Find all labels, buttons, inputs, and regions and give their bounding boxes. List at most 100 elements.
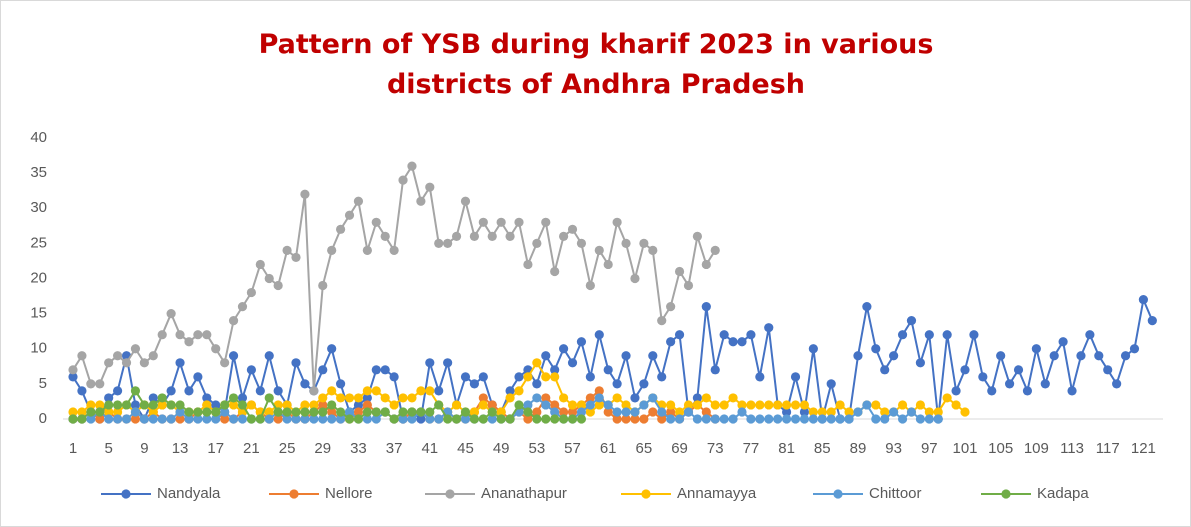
data-point: [523, 414, 533, 424]
data-point: [264, 393, 274, 403]
data-point: [264, 351, 274, 361]
data-point: [1067, 386, 1077, 396]
data-point: [166, 400, 176, 410]
data-point: [398, 393, 408, 403]
data-point: [86, 414, 96, 424]
data-point: [211, 400, 221, 410]
data-point: [790, 372, 801, 382]
data-point: [220, 400, 230, 410]
x-tick-label: 65: [636, 440, 653, 457]
data-point: [692, 400, 703, 410]
y-tick-label: 35: [30, 164, 47, 181]
data-point: [255, 259, 265, 270]
legend-label: Nellore: [325, 485, 373, 502]
data-point: [130, 407, 141, 417]
data-point: [505, 414, 515, 424]
data-point: [273, 280, 283, 291]
data-point: [871, 344, 881, 354]
data-point: [844, 414, 854, 424]
legend-marker: [445, 489, 455, 499]
data-point: [362, 245, 372, 255]
data-point: [523, 400, 533, 410]
data-point: [380, 365, 390, 375]
data-point: [621, 414, 631, 424]
data-point: [434, 414, 444, 424]
data-point: [121, 358, 132, 368]
data-point: [559, 407, 569, 417]
data-point: [77, 351, 87, 361]
data-point: [559, 414, 569, 424]
data-point: [657, 372, 667, 382]
data-point: [1129, 344, 1140, 354]
data-point: [68, 365, 78, 375]
data-point: [576, 238, 587, 248]
data-point: [755, 400, 765, 410]
data-point: [425, 407, 435, 417]
data-point: [746, 330, 756, 340]
data-point: [371, 386, 381, 396]
legend-marker: [121, 489, 131, 499]
y-tick-label: 0: [39, 410, 47, 427]
data-point: [612, 393, 622, 403]
data-point: [77, 414, 87, 424]
data-point: [576, 407, 587, 417]
data-point: [514, 372, 524, 382]
data-point: [478, 414, 488, 424]
data-point: [612, 407, 622, 417]
data-point: [291, 414, 301, 424]
data-point: [585, 400, 595, 410]
data-point: [996, 351, 1006, 361]
data-point: [193, 407, 203, 417]
data-point: [523, 259, 533, 270]
data-point: [853, 351, 863, 361]
data-point: [960, 407, 970, 417]
x-tick-label: 57: [564, 440, 581, 457]
x-tick-label: 53: [528, 440, 545, 457]
x-tick-label: 21: [243, 440, 260, 457]
data-point: [782, 400, 792, 410]
data-point: [157, 330, 167, 340]
data-point: [487, 414, 497, 424]
data-point: [1147, 316, 1157, 326]
data-point: [353, 407, 364, 417]
data-point: [228, 400, 239, 410]
data-point: [460, 407, 471, 417]
data-point: [318, 414, 328, 424]
data-point: [362, 407, 372, 417]
data-point: [371, 407, 381, 417]
data-point: [282, 414, 292, 424]
data-point: [550, 372, 560, 382]
data-point: [193, 330, 203, 340]
data-point: [77, 386, 87, 396]
data-point: [389, 245, 399, 255]
data-point: [148, 407, 158, 417]
data-point: [220, 358, 230, 368]
data-point: [113, 407, 123, 417]
data-point: [157, 414, 167, 424]
data-point: [496, 414, 506, 424]
data-point: [95, 400, 105, 410]
data-point: [460, 196, 471, 206]
data-point: [710, 414, 720, 424]
data-point: [782, 407, 792, 417]
data-point: [86, 400, 96, 410]
data-point: [113, 386, 123, 396]
data-point: [585, 407, 595, 417]
data-point: [327, 414, 337, 424]
data-point: [148, 400, 158, 410]
data-point: [416, 407, 426, 417]
data-point: [746, 414, 756, 424]
data-point: [362, 386, 372, 396]
data-point: [871, 414, 881, 424]
data-point: [915, 400, 926, 410]
data-point: [407, 393, 417, 403]
data-point: [550, 414, 560, 424]
data-point: [237, 414, 248, 424]
data-point: [630, 393, 640, 403]
data-point: [666, 337, 676, 347]
data-point: [460, 414, 471, 424]
data-point: [237, 302, 248, 312]
data-point: [737, 400, 747, 410]
data-point: [425, 182, 435, 192]
data-point: [496, 217, 506, 227]
